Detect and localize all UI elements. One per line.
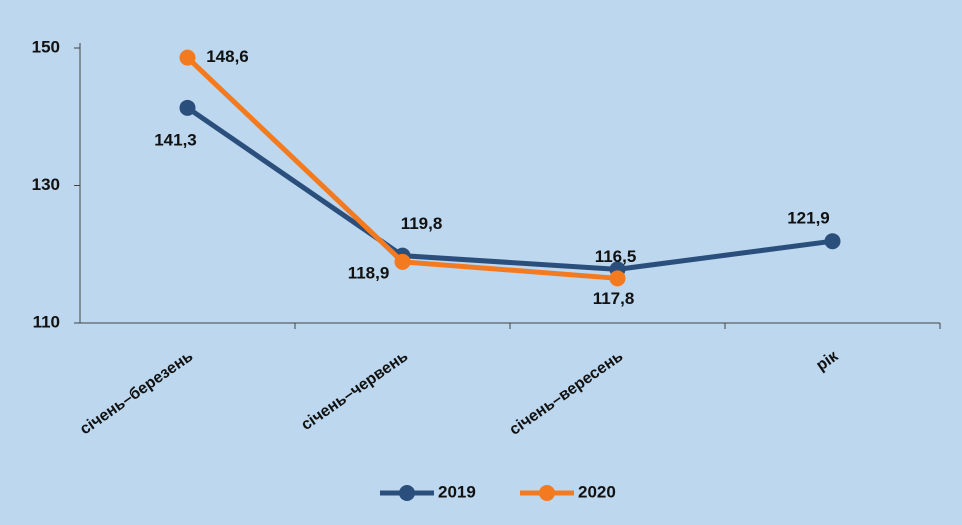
series-line [186,105,833,272]
legend-marker [399,485,415,501]
value-label: 119,8 [401,214,443,233]
y-tick-label: 130 [32,175,60,194]
value-label: 117,8 [593,289,635,308]
point [394,253,411,270]
series-line [185,55,618,281]
point [179,99,196,116]
y-tick-label: 150 [32,37,60,56]
x-tick-label: рік [813,347,842,374]
legend-marker [539,485,555,501]
value-label: 148,6 [206,47,249,66]
point [179,49,196,66]
point [824,233,841,250]
value-label: 121,9 [787,209,830,228]
x-tick-label: січень–вересень [507,348,627,439]
y-tick-label: 110 [33,312,60,331]
legend-label: 2019 [438,482,476,501]
legend-label: 2020 [578,482,616,501]
value-label: 141,3 [154,130,197,149]
point [609,270,626,287]
x-tick-label: січень–червень [298,348,411,434]
value-label: 116,5 [595,247,637,266]
value-label: 118,9 [348,263,390,282]
x-tick-label: січень–березень [77,348,196,439]
